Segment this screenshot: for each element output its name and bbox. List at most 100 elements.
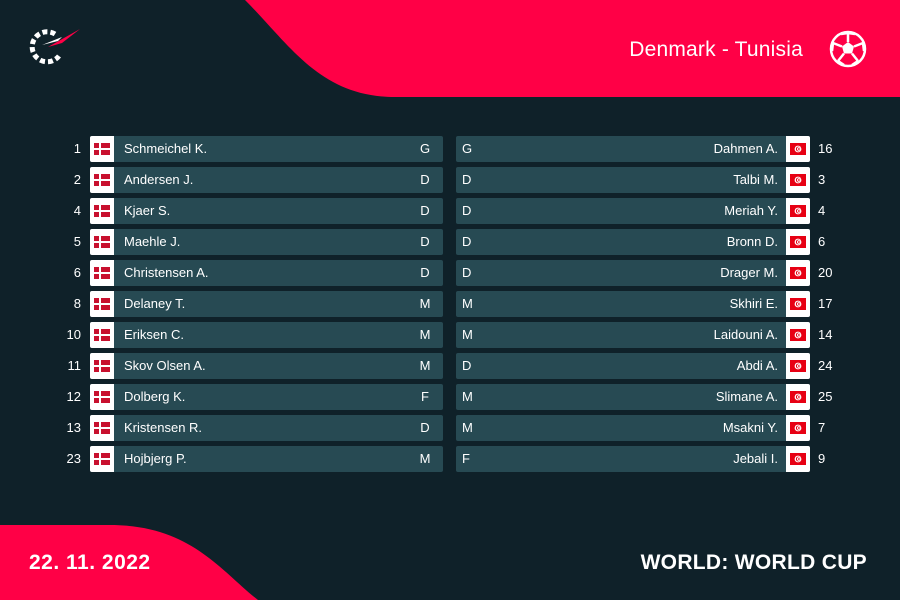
away-player-row[interactable]: M Laidouni A. 14: [456, 322, 846, 348]
denmark-flag-icon: [94, 360, 110, 372]
player-number: 12: [66, 389, 81, 404]
player-bar: [456, 384, 810, 410]
home-player-row[interactable]: 6 Christensen A. D: [56, 260, 446, 286]
player-name: Eriksen C.: [124, 327, 184, 342]
flag-box: [786, 198, 810, 224]
denmark-flag-icon: [94, 236, 110, 248]
player-bar: [90, 291, 443, 317]
player-position: F: [462, 451, 470, 466]
flag-box: [786, 384, 810, 410]
flag-box: [786, 291, 810, 317]
player-position: D: [420, 172, 430, 187]
player-name: Talbi M.: [733, 172, 778, 187]
player-number: 25: [818, 389, 833, 404]
player-name: Delaney T.: [124, 296, 186, 311]
player-position: M: [419, 296, 431, 311]
player-name: Kjaer S.: [124, 203, 171, 218]
player-number: 1: [73, 141, 81, 156]
player-number: 20: [818, 265, 833, 280]
player-name: Slimane A.: [715, 389, 778, 404]
player-bar: [456, 446, 810, 472]
player-name: Maehle J.: [124, 234, 181, 249]
player-bar: [90, 229, 443, 255]
home-player-row[interactable]: 10 Eriksen C. M: [56, 322, 446, 348]
player-name: Bronn D.: [726, 234, 778, 249]
away-player-row[interactable]: D Drager M. 20: [456, 260, 846, 286]
home-player-row[interactable]: 1 Schmeichel K. G: [56, 136, 446, 162]
flag-box: [90, 229, 114, 255]
player-name: Jebali I.: [733, 451, 778, 466]
player-bar: [90, 415, 443, 441]
tunisia-flag-icon: [790, 174, 806, 186]
away-player-row[interactable]: D Bronn D. 6: [456, 229, 846, 255]
flag-box: [786, 260, 810, 286]
player-position: D: [462, 172, 472, 187]
player-number: 14: [818, 327, 833, 342]
home-player-row[interactable]: 4 Kjaer S. D: [56, 198, 446, 224]
tunisia-flag-icon: [790, 453, 806, 465]
player-number: 10: [66, 327, 81, 342]
tunisia-flag-icon: [790, 298, 806, 310]
player-position: M: [462, 296, 473, 311]
player-name: Laidouni A.: [713, 327, 778, 342]
player-name: Christensen A.: [124, 265, 209, 280]
flag-box: [90, 167, 114, 193]
away-player-row[interactable]: M Msakni Y. 7: [456, 415, 846, 441]
denmark-flag-icon: [94, 143, 110, 155]
flag-box: [90, 384, 114, 410]
flag-box: [786, 229, 810, 255]
away-player-row[interactable]: G Dahmen A. 16: [456, 136, 846, 162]
flag-box: [786, 136, 810, 162]
flag-box: [786, 415, 810, 441]
away-player-row[interactable]: D Talbi M. 3: [456, 167, 846, 193]
player-name: Drager M.: [720, 265, 778, 280]
home-player-row[interactable]: 12 Dolberg K. F: [56, 384, 446, 410]
flag-box: [786, 167, 810, 193]
away-player-row[interactable]: D Meriah Y. 4: [456, 198, 846, 224]
top-accent-shape: [245, 0, 900, 97]
home-player-row[interactable]: 11 Skov Olsen A. M: [56, 353, 446, 379]
player-position: D: [462, 358, 472, 373]
player-name: Abdi A.: [736, 358, 778, 373]
player-position: M: [462, 327, 473, 342]
player-position: D: [462, 265, 472, 280]
player-bar: [90, 384, 443, 410]
home-player-row[interactable]: 23 Hojbjerg P. M: [56, 446, 446, 472]
away-player-row[interactable]: D Abdi A. 24: [456, 353, 846, 379]
player-number: 13: [66, 420, 81, 435]
tunisia-flag-icon: [790, 143, 806, 155]
player-bar: [456, 198, 810, 224]
player-number: 17: [818, 296, 833, 311]
player-number: 5: [73, 234, 81, 249]
player-name: Dolberg K.: [124, 389, 186, 404]
player-number: 2: [73, 172, 81, 187]
flag-box: [90, 136, 114, 162]
player-bar: [456, 415, 810, 441]
player-name: Kristensen R.: [124, 420, 203, 435]
player-number: 6: [818, 234, 826, 249]
player-number: 16: [818, 141, 833, 156]
player-number: 11: [67, 358, 82, 373]
home-player-row[interactable]: 13 Kristensen R. D: [56, 415, 446, 441]
player-position: F: [421, 389, 429, 404]
home-player-row[interactable]: 5 Maehle J. D: [56, 229, 446, 255]
away-lineup: G Dahmen A. 16 D Talbi M. 3 D Meriah Y. 4 D Bronn …: [456, 136, 846, 477]
player-position: M: [419, 327, 431, 342]
player-name: Skov Olsen A.: [124, 358, 206, 373]
player-number: 4: [818, 203, 826, 218]
match-date: 22. 11. 2022: [29, 551, 151, 574]
away-player-row[interactable]: F Jebali I. 9: [456, 446, 846, 472]
player-number: 7: [818, 420, 826, 435]
player-bar: [456, 353, 810, 379]
home-player-row[interactable]: 2 Andersen J. D: [56, 167, 446, 193]
flashscore-logo-icon: [29, 29, 80, 65]
denmark-flag-icon: [94, 391, 110, 403]
home-player-row[interactable]: 8 Delaney T. M: [56, 291, 446, 317]
player-bar: [456, 322, 810, 348]
away-player-row[interactable]: M Slimane A. 25: [456, 384, 846, 410]
player-bar: [90, 167, 443, 193]
player-position: M: [419, 358, 431, 373]
player-name: Msakni Y.: [722, 420, 778, 435]
away-player-row[interactable]: M Skhiri E. 17: [456, 291, 846, 317]
player-bar: [456, 291, 810, 317]
